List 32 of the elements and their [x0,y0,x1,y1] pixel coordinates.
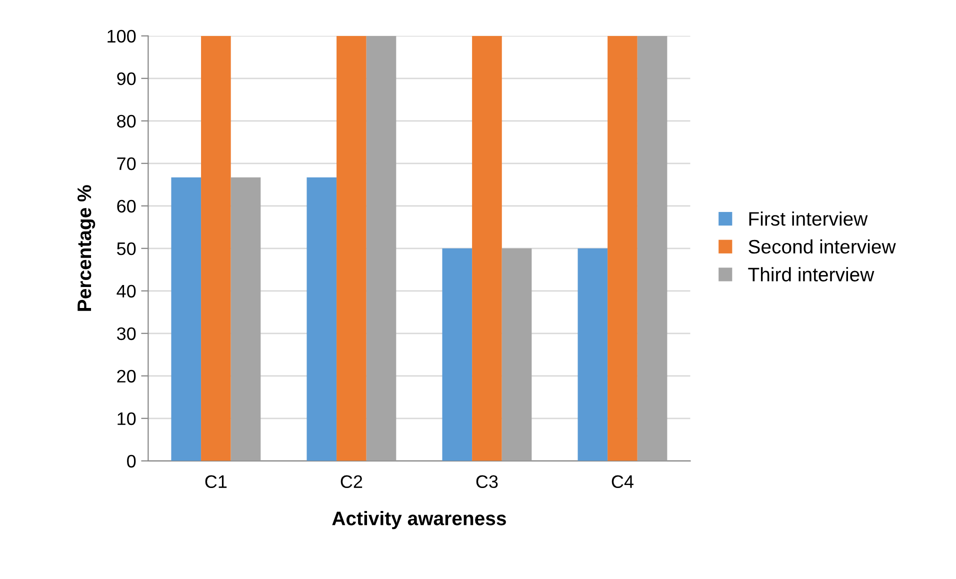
bar [502,248,532,461]
y-tick-label: 90 [117,72,136,86]
legend-label: First interview [749,211,868,226]
y-tick-label: 10 [118,412,136,426]
y-tick-label: 100 [108,30,136,43]
y-tick-label: 0 [127,454,136,468]
bar [442,248,472,461]
bar [366,36,396,461]
bar [201,36,231,461]
y-tick-label: 50 [117,242,136,256]
x-tick-label: C2 [340,475,362,488]
y-tick-label: 30 [116,327,136,340]
bar [637,36,668,461]
x-tick-label: C4 [612,475,634,488]
legend-label: Third interview [748,267,874,282]
y-tick-label: 20 [117,370,136,383]
y-tick-label: 70 [117,157,136,170]
x-axis-title: Activity awareness [332,511,506,530]
bar [336,36,366,461]
y-tick-label: 60 [117,200,136,213]
bar [171,177,202,461]
bar [472,36,502,461]
x-tick-label: C1 [205,475,227,488]
y-axis-title: Percentage % [77,185,96,311]
bar [578,248,608,461]
x-tick-label: C3 [476,475,498,488]
y-tick-label: 40 [116,284,136,298]
legend-label: Second interview [748,239,896,254]
bar [230,177,261,461]
bar [306,177,337,461]
y-tick-label: 80 [117,114,136,128]
bar [608,36,638,461]
